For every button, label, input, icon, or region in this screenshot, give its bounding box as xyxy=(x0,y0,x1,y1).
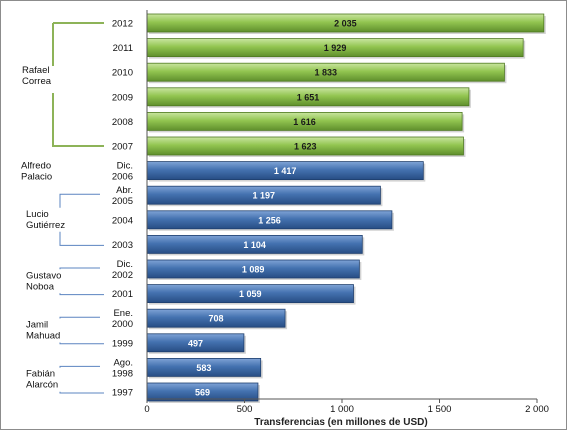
president-label: Lucio xyxy=(26,209,49,220)
president-label: Alfredo xyxy=(21,161,51,172)
category-label: 1999 xyxy=(112,338,133,349)
bar-series: 2 035 1 929 1 833 1 651 1 616 1 623 1 417 1 197… xyxy=(146,13,546,403)
bar-value-label: 1 417 xyxy=(274,166,297,176)
president-label: Correa xyxy=(22,76,52,87)
bar-value-label: 1 059 xyxy=(239,289,262,299)
x-tick-label: 1 500 xyxy=(428,404,452,415)
bar-value-label: 1 089 xyxy=(242,265,265,275)
x-tick-label: 500 xyxy=(237,404,253,415)
president-label: Jamil xyxy=(26,320,48,331)
category-label: 2011 xyxy=(113,43,133,54)
president-label: Palacio xyxy=(21,172,52,183)
category-label: 2004 xyxy=(112,215,133,226)
category-label: Ene. xyxy=(113,308,133,319)
bar-value-label: 1 104 xyxy=(243,240,266,250)
president-label: Fabián xyxy=(26,369,55,380)
president-label: Gustavo xyxy=(26,270,61,281)
category-label: 2006 xyxy=(112,172,133,183)
president-label: Noboa xyxy=(26,281,55,292)
president-brackets xyxy=(52,22,104,394)
x-tick-label: 0 xyxy=(144,404,149,415)
category-label: Abr. xyxy=(116,185,133,196)
bar-value-label: 1 623 xyxy=(294,142,317,152)
bar-value-label: 2 035 xyxy=(334,19,357,29)
bar-value-label: 1 256 xyxy=(258,215,281,225)
bracket-line xyxy=(52,22,104,147)
x-tick-label: 1 000 xyxy=(330,404,354,415)
bar-value-label: 497 xyxy=(188,338,203,348)
category-label: 2010 xyxy=(112,68,133,79)
x-tick-label: 2 000 xyxy=(525,404,549,415)
bar-value-label: 1 929 xyxy=(324,43,347,53)
category-label: 1998 xyxy=(112,368,133,379)
category-label: Dic. xyxy=(117,259,133,270)
bar-value-label: 1 197 xyxy=(252,191,275,201)
bar-value-label: 583 xyxy=(196,363,211,373)
bracket-line xyxy=(59,267,104,296)
x-axis-label: Transferencias (en millones de USD) xyxy=(254,417,427,428)
category-label: 2012 xyxy=(112,19,133,30)
president-label: Rafael xyxy=(22,65,49,76)
bar-value-label: 708 xyxy=(209,314,224,324)
category-label: Ago. xyxy=(113,357,133,368)
category-labels: 201220112010200920082007Dic.2006Abr.2005… xyxy=(112,19,133,399)
bar-value-label: 1 833 xyxy=(314,68,337,78)
bar-value-label: 1 616 xyxy=(293,117,316,127)
category-label: 2005 xyxy=(112,196,133,207)
category-label: 1997 xyxy=(112,388,133,399)
bar-value-label: 1 651 xyxy=(297,92,320,102)
category-label: 2007 xyxy=(112,142,133,153)
president-label: Mahuad xyxy=(26,331,60,342)
category-label: 2000 xyxy=(112,319,133,330)
x-axis: 0 500 1 000 1 500 2 000 xyxy=(144,10,549,415)
category-label: 2008 xyxy=(112,117,133,128)
president-label: Gutiérrez xyxy=(26,220,65,231)
president-label: Alarcón xyxy=(26,380,58,391)
bracket-line xyxy=(59,365,104,394)
category-label: 2009 xyxy=(112,92,133,103)
bracket-line xyxy=(59,193,104,246)
category-label: 2002 xyxy=(112,270,133,281)
bracket-line xyxy=(59,316,104,345)
category-label: 2001 xyxy=(112,289,133,300)
category-label: 2003 xyxy=(112,240,133,251)
category-label: Dic. xyxy=(117,161,133,172)
bar-value-label: 569 xyxy=(195,388,210,398)
